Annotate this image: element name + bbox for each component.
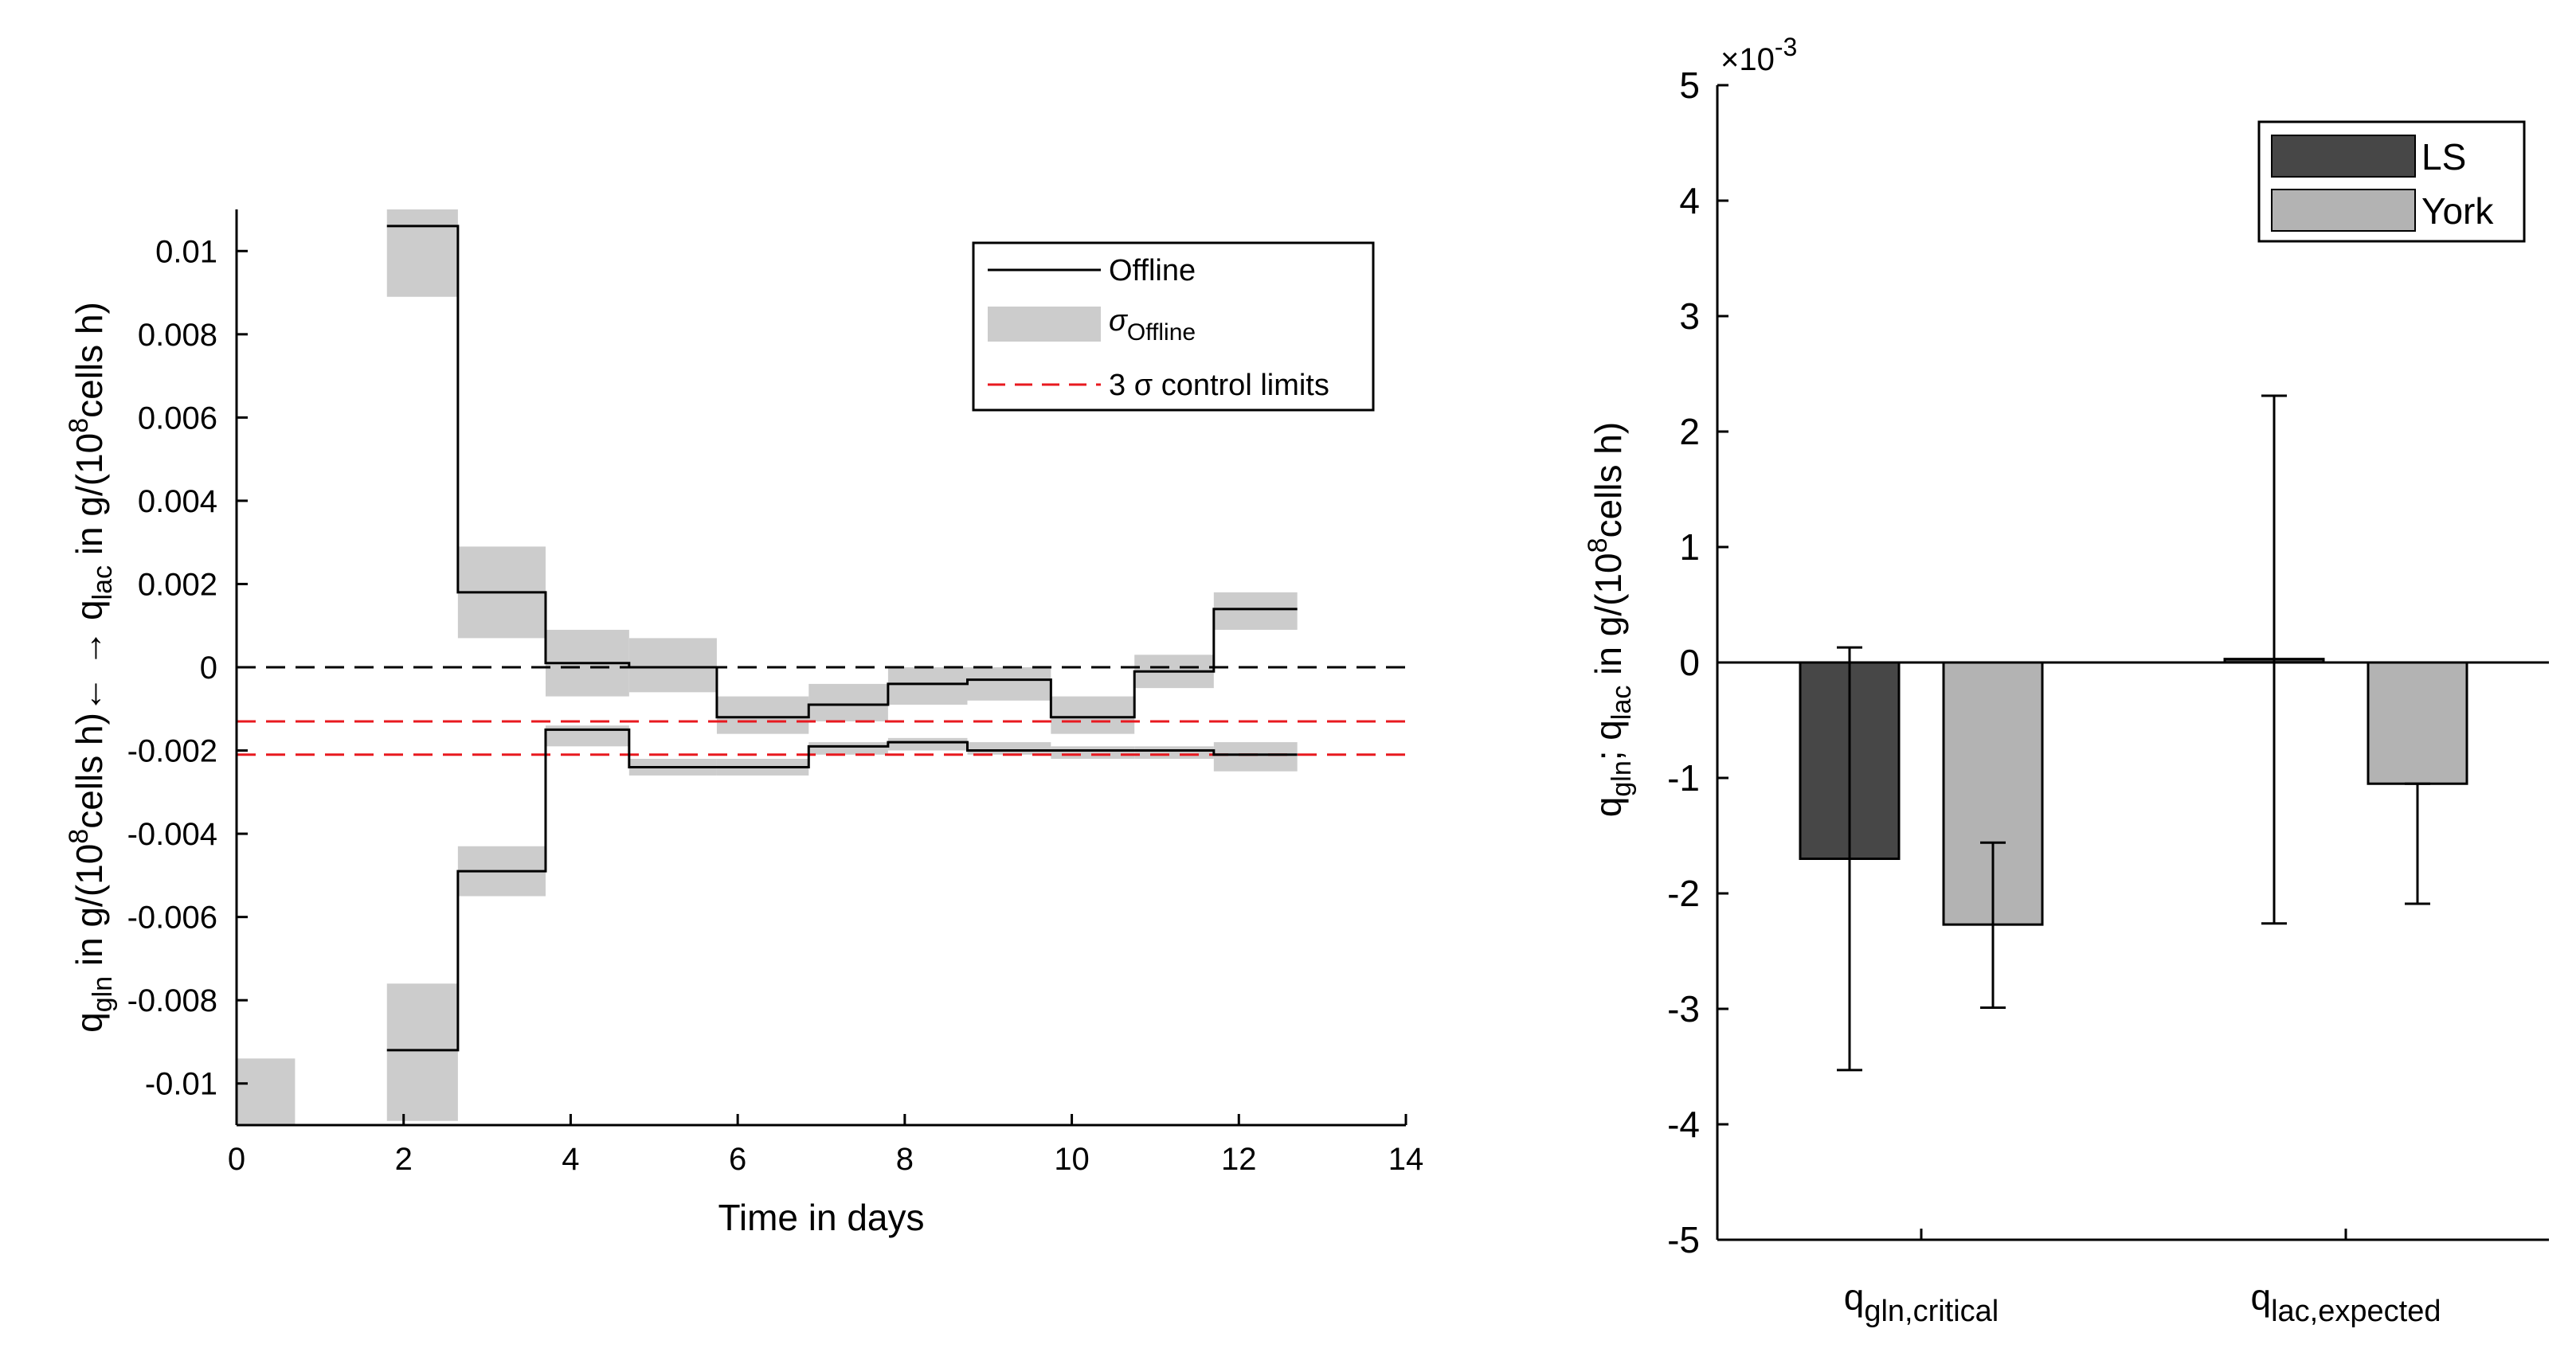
left-x-axis-label: Time in days [718, 1197, 924, 1238]
sigma-band-s1-6 [808, 742, 888, 755]
legend-ls-swatch [2271, 135, 2416, 178]
left-x-tick-label: 6 [729, 1142, 746, 1177]
sigma-band-s0-1 [386, 209, 458, 297]
sigma-band-s1-7 [887, 737, 968, 751]
left-x-tick-label: 8 [896, 1142, 914, 1177]
legend-ls-label: LS [2421, 136, 2466, 178]
right-y-tick-label: -1 [1667, 757, 1700, 799]
category-label-lac-expected: qlac,expected [2251, 1276, 2441, 1328]
legend-sigma-patch [988, 307, 1101, 342]
legend-offline-label: Offline [1109, 254, 1196, 287]
sigma-band-s1-1 [386, 983, 458, 1121]
right-y-tick-label: 0 [1679, 642, 1700, 683]
right-y-tick-label: -4 [1667, 1104, 1700, 1145]
left-y-tick-label: 0 [200, 651, 217, 686]
sigma-band-s0-5 [716, 696, 809, 734]
sigma-band-s0-6 [808, 683, 888, 721]
sigma-band-s0-9 [1051, 696, 1135, 734]
left-y-tick-label: -0.004 [127, 817, 217, 852]
right-y-tick-label: 5 [1679, 64, 1700, 106]
sigma-band-s1-8 [967, 742, 1051, 755]
offline-step-lines [386, 225, 1298, 1052]
offline-line-s1-1 [386, 728, 1298, 1052]
right-y-tick-label: -3 [1667, 988, 1700, 1030]
left-y-tick-label: -0.008 [127, 983, 217, 1018]
left-y-tick-label: -0.01 [145, 1067, 217, 1102]
left-y-tick-label: 0.006 [138, 401, 217, 436]
right-y-tick-label: 1 [1679, 526, 1700, 568]
sigma-band-s1-10 [1134, 746, 1214, 759]
left-x-tick-label: 4 [562, 1142, 579, 1177]
left-y-tick-label: -0.006 [127, 901, 217, 936]
sigma-band-s0-8 [967, 667, 1051, 701]
legend-control-limits-label: 3 σ control limits [1109, 369, 1329, 402]
left-y-tick-label: 0.008 [138, 318, 217, 353]
left-y-axis-label: qgln in g/(108cells h)←→qlac in g/(108ce… [64, 302, 118, 1033]
sigma-band-s1-0 [237, 1058, 296, 1125]
bars [1799, 658, 2468, 926]
right-chart-panel: 5 4 3 2 1 0 -1 -2 -3 -4 -5 ×10-3 qgln; qlac in g/(… [1583, 33, 2549, 1328]
error-bars [1837, 394, 2430, 1072]
left-axes: 0 2 4 6 8 10 12 14 0.01 0.008 0.006 0.004 0.002 0 -0.0… [127, 209, 1424, 1177]
sigma-band-s0-7 [887, 667, 968, 705]
left-x-tick-label: 0 [228, 1142, 245, 1177]
left-y-tick-label: -0.002 [127, 734, 217, 769]
sigma-band-s0-4 [628, 638, 717, 693]
sigma-band-s1-11 [1213, 742, 1298, 772]
y-exponent-label: ×10-3 [1721, 33, 1797, 77]
legend-york-label: York [2421, 190, 2494, 232]
right-y-tick-label: -5 [1667, 1219, 1700, 1260]
left-legend: Offline σOffline 3 σ control limits [972, 241, 1375, 412]
legend-york-swatch [2271, 189, 2416, 232]
left-y-tick-label: 0.004 [138, 484, 217, 519]
left-x-tick-label: 12 [1221, 1142, 1257, 1177]
right-axes: 5 4 3 2 1 0 -1 -2 -3 -4 -5 [1667, 64, 2549, 1260]
legend-sigma-label: σOffline [1109, 304, 1196, 346]
right-y-tick-label: -2 [1667, 873, 1700, 914]
left-x-tick-label: 14 [1388, 1142, 1424, 1177]
left-x-tick-label: 10 [1054, 1142, 1090, 1177]
left-y-tick-label: 0.002 [138, 567, 217, 602]
category-label-gln-critical: qgln,critical [1844, 1276, 1999, 1328]
sigma-band-s1-9 [1051, 746, 1135, 759]
left-y-tick-label: 0.01 [155, 234, 217, 269]
right-y-tick-label: 4 [1679, 180, 1700, 221]
sigma-band-s0-11 [1213, 592, 1298, 630]
right-legend: LS York [2257, 120, 2526, 243]
right-y-axis-label: qgln; qlac in g/(108cells h) [1583, 422, 1637, 817]
right-y-tick-label: 2 [1679, 411, 1700, 452]
left-chart-panel: 0 2 4 6 8 10 12 14 0.01 0.008 0.006 0.004 0.002 0 -0.0… [64, 209, 1424, 1238]
right-y-tick-label: 3 [1679, 295, 1700, 337]
reference-lines [237, 666, 1406, 756]
left-x-tick-label: 2 [395, 1142, 413, 1177]
bar-york-1 [2367, 661, 2468, 785]
offline-line-s0-1 [386, 225, 1298, 719]
